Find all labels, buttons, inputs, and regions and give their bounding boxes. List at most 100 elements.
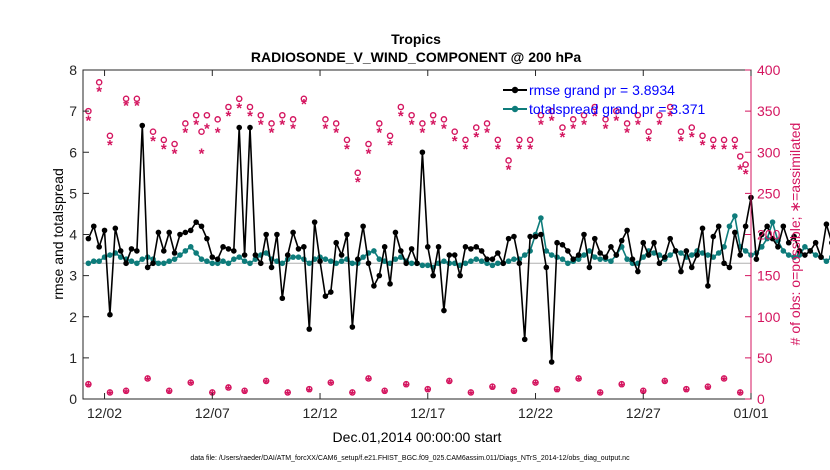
totalspread-point [511,256,517,262]
rmse-point [807,248,814,254]
obs-assimilated-marker: * [301,96,307,113]
rmse-point [570,256,577,262]
totalspread-point [241,258,248,265]
obs-possible-marker [575,375,582,382]
rmse-point [322,293,329,299]
obs-assimilated-marker: * [646,133,652,150]
rmse-point [161,248,167,254]
rmse-point [177,231,183,238]
obs-assimilated-marker: * [409,116,415,133]
obs-assimilated-marker: * [721,141,727,158]
totalspread-point [538,215,544,221]
totalspread-point [371,248,377,254]
rmse-point [284,252,291,258]
rmse-point [117,248,124,254]
obs-possible-marker [198,128,205,135]
rmse-point [764,223,770,230]
obs-assimilated-marker: * [199,145,205,162]
x-axis-label: Dec.01,2014 00:00:00 start [333,429,502,445]
totalspread-point [182,248,189,254]
obs-possible-marker [424,385,432,393]
rmse-point [85,235,92,242]
obs-possible-marker [241,387,248,395]
rmse-point [231,248,237,254]
totalspread-point [107,252,113,258]
totalspread-point [96,258,102,265]
obs-possible-marker [709,136,717,144]
rmse-point [204,235,210,242]
rmse-point [398,248,404,254]
rmse-point [381,244,388,250]
rmse-point [484,256,490,262]
obs-possible-marker [85,380,92,388]
rmse-point [543,264,550,271]
rmse-point [575,252,582,258]
rmse-point [688,264,695,271]
obs-possible-marker [122,95,130,103]
obs-possible-marker [262,377,270,385]
obs-possible-marker [537,111,545,119]
rmse-point [349,324,356,330]
totalspread-point [586,248,593,254]
rmse-point [263,231,269,238]
rmse-point [548,359,555,365]
obs-possible-marker [683,385,690,393]
obs-possible-marker [467,389,475,396]
obs-possible-marker [569,116,577,123]
obs-possible-marker [645,128,652,135]
rmse-point [279,295,286,302]
obs-possible-marker [451,128,459,135]
obs-assimilated-marker: * [285,387,291,404]
y2-tick-label: 100 [757,309,781,325]
obs-possible-marker [332,120,340,127]
rmse-point [90,223,97,230]
obs-possible-marker [613,107,620,115]
totalspread-point [155,260,162,267]
totalspread-point [468,258,474,265]
rmse-point [785,239,792,246]
obs-assimilated-marker: * [516,141,522,158]
rmse-point [214,256,221,262]
obs-assimilated-marker: * [166,385,172,402]
legend-rmse-marker [511,86,519,94]
obs-assimilated-marker: * [737,387,743,404]
totalspread-point [484,260,490,267]
obs-possible-marker [483,120,491,127]
rmse-point [301,244,307,250]
obs-assimilated-marker: * [150,133,156,150]
rmse-point [112,225,119,232]
totalspread-point [161,260,167,267]
rmse-point [721,260,727,267]
obs-assimilated-marker: * [613,112,619,129]
obs-possible-marker [343,136,351,144]
rmse-point [694,252,700,258]
obs-possible-marker [192,111,200,119]
rmse-point [624,227,630,234]
totalspread-point [742,248,749,254]
totalspread-point [279,260,286,267]
totalspread-point [591,254,598,260]
totalspread-point [608,258,614,265]
rmse-point [430,272,436,279]
totalspread-point [134,260,140,267]
obs-possible-marker [618,380,626,388]
obs-assimilated-marker: * [382,385,388,402]
totalspread-point [376,256,383,262]
obs-assimilated-marker: * [204,121,210,138]
obs-assimilated-marker: * [226,382,232,399]
rmse-point [150,260,156,267]
totalspread-point [424,262,431,269]
rmse-point [387,281,393,287]
obs-assimilated-marker: * [463,141,469,158]
x-tick-label: 12/07 [195,405,230,421]
rmse-point [220,244,226,250]
totalspread-point [408,260,415,267]
obs-assimilated-marker: * [721,373,727,390]
obs-possible-marker [559,124,566,131]
obs-possible-marker [548,107,555,115]
y2-tick-label: 250 [757,185,781,201]
obs-possible-marker [591,103,599,111]
obs-assimilated-marker: * [473,129,479,146]
obs-assimilated-marker: * [425,384,431,401]
obs-assimilated-marker: * [269,125,275,142]
